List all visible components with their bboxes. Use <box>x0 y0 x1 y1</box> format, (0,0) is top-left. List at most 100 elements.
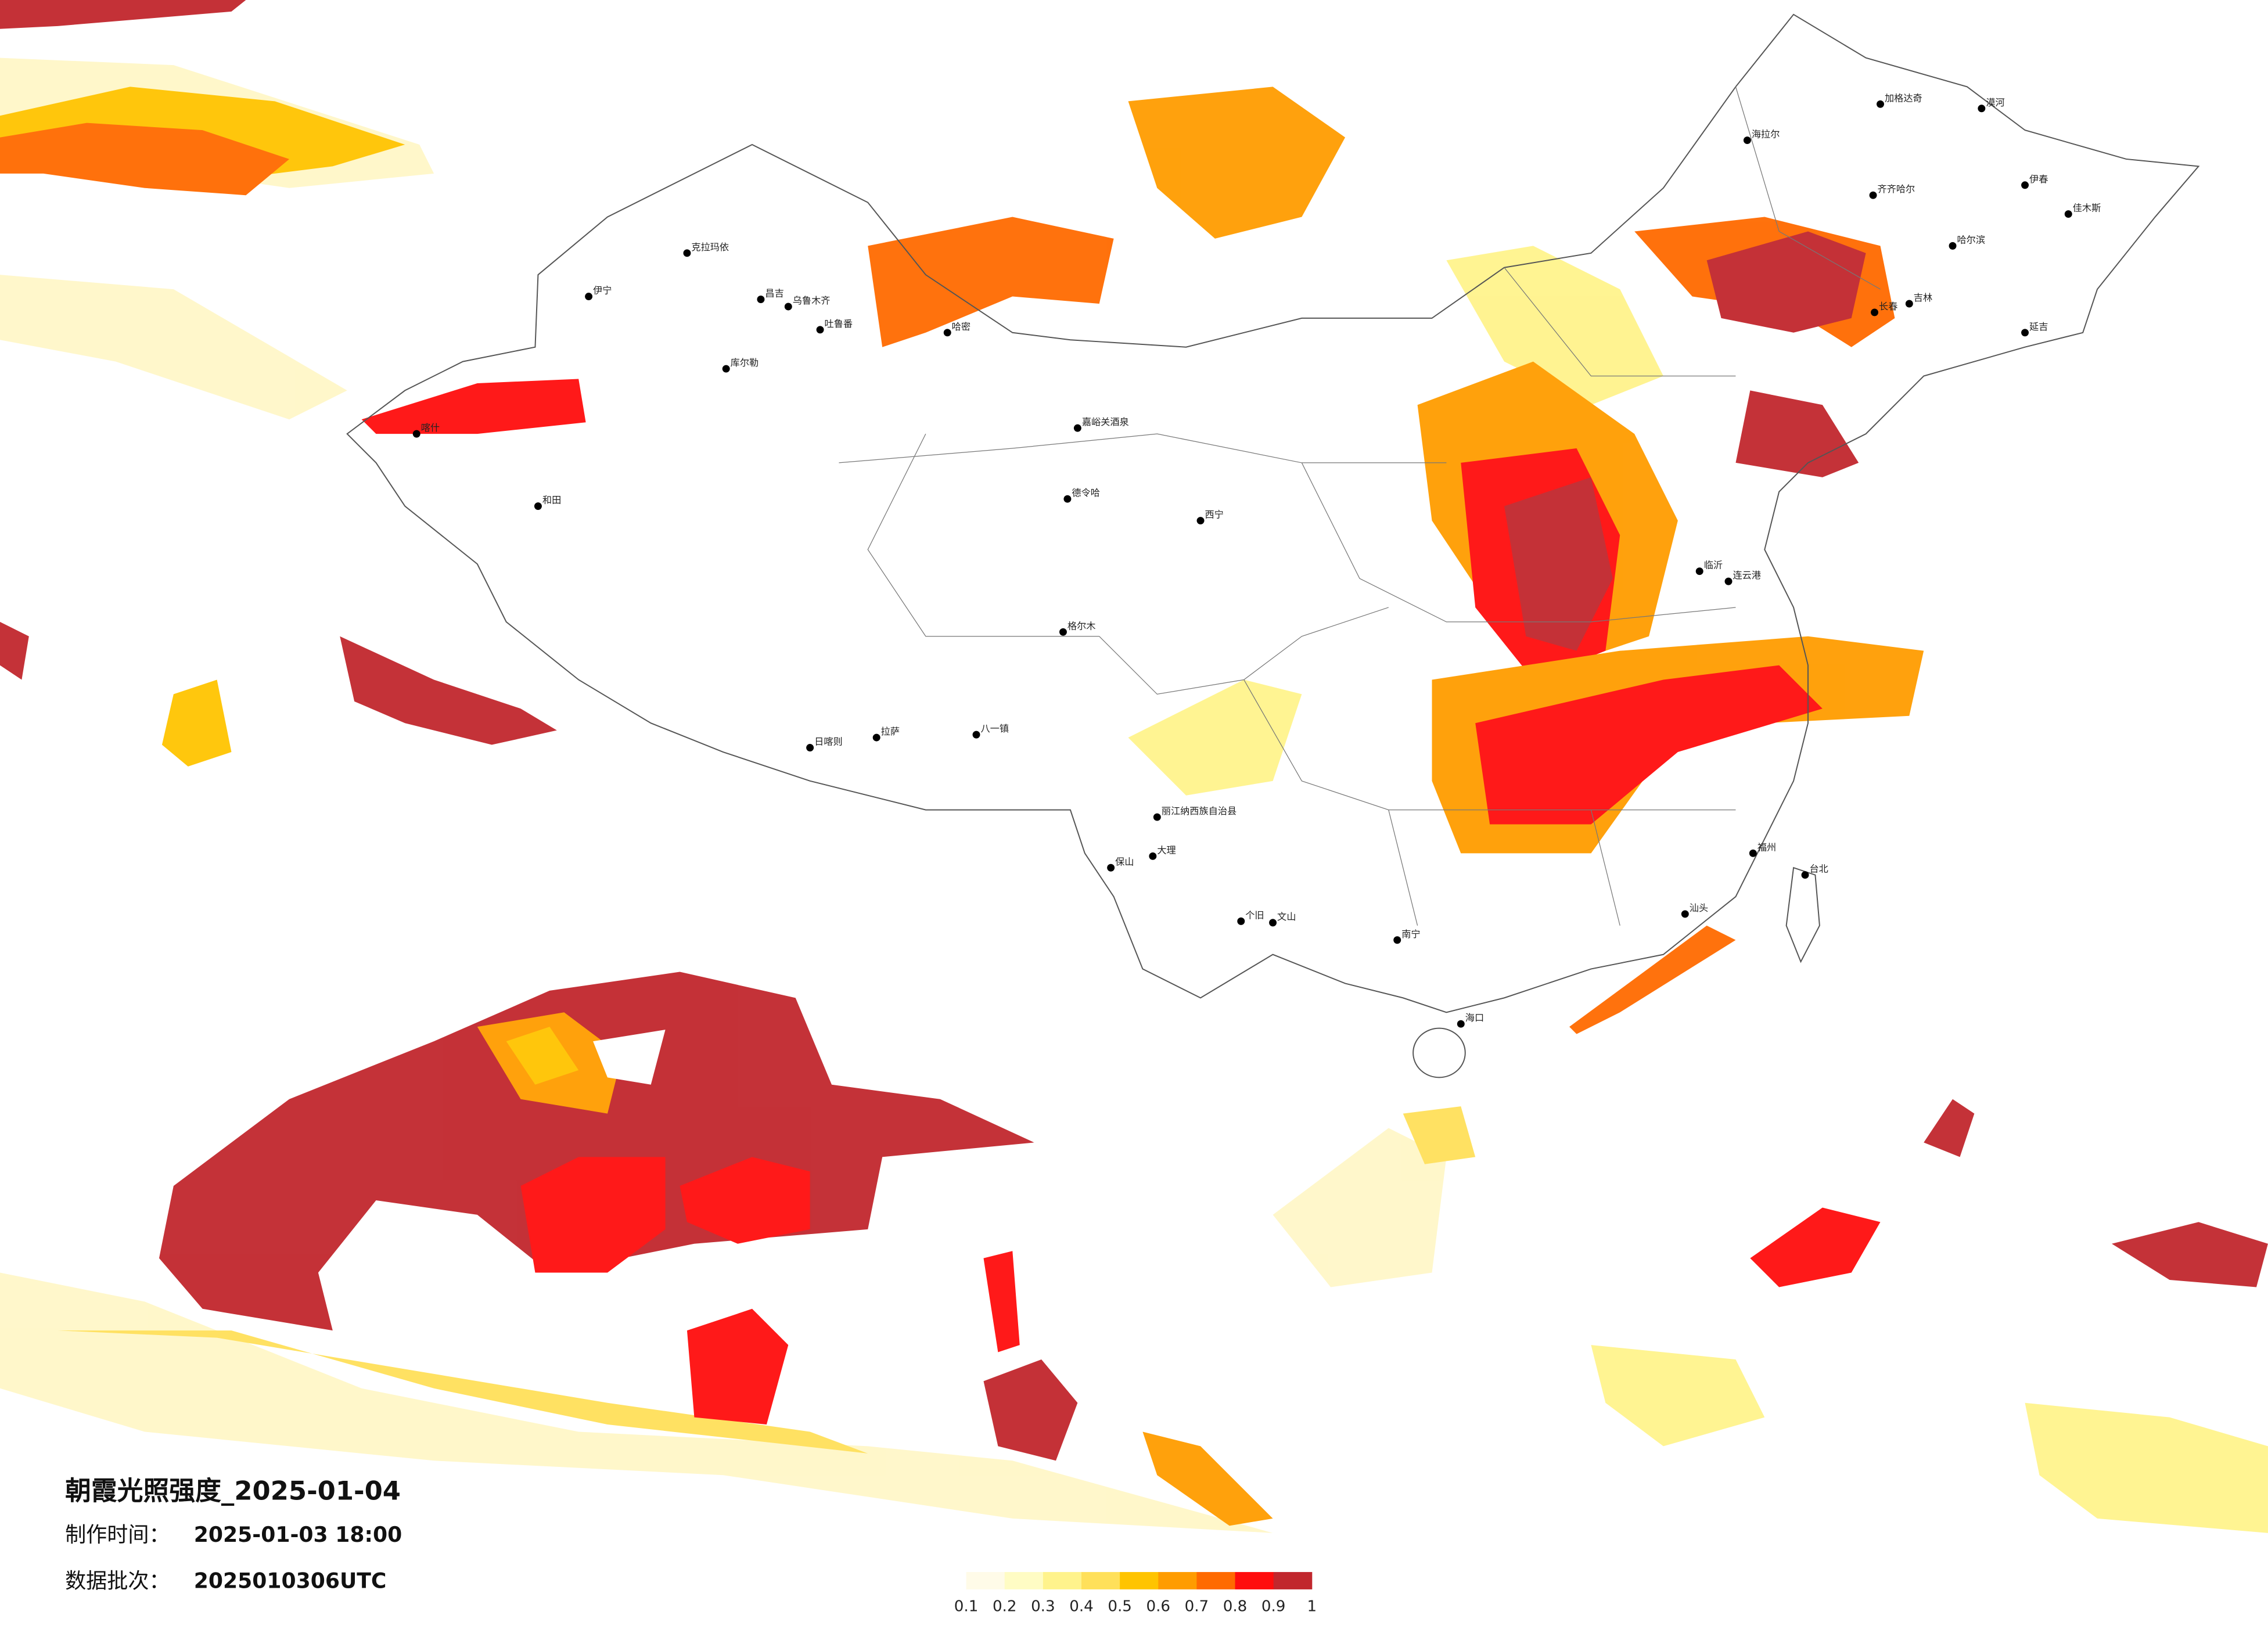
city-label: 八一镇 <box>980 723 1009 734</box>
city-label: 哈尔滨 <box>1957 234 1986 245</box>
city-label: 佳木斯 <box>2073 203 2101 214</box>
heat-blob <box>1128 87 1346 239</box>
city-dot <box>1869 191 1877 199</box>
info-value: 2025010306UTC <box>194 1568 387 1593</box>
heat-blob <box>161 679 232 767</box>
city-dot <box>1695 567 1703 575</box>
province-lines <box>839 87 1881 926</box>
legend-tick-label: 0.9 <box>1261 1598 1286 1615</box>
city-dot <box>943 329 951 337</box>
city-label: 南宁 <box>1401 929 1420 940</box>
city-dot <box>1196 517 1205 525</box>
legend-swatch <box>1120 1572 1159 1589</box>
city-dot <box>1237 917 1245 925</box>
legend-swatch <box>1043 1572 1082 1589</box>
city-dot <box>2064 210 2072 218</box>
heat-blob <box>0 123 290 196</box>
city-label: 克拉玛依 <box>691 242 729 253</box>
city-dot <box>1905 300 1913 308</box>
city-label: 库尔勒 <box>731 357 759 368</box>
legend-swatch <box>1004 1572 1044 1589</box>
city-dot <box>1073 424 1081 432</box>
legend-swatch <box>1158 1572 1197 1589</box>
heat-blob <box>1475 665 1823 825</box>
city-dot <box>784 303 792 311</box>
heat-blob <box>2111 1222 2268 1287</box>
heat-blob <box>1735 390 1859 477</box>
city-dot <box>1724 577 1733 585</box>
city-label: 延吉 <box>2029 321 2048 332</box>
legend-tick-label: 0.5 <box>1108 1598 1132 1615</box>
city-dot <box>534 502 542 510</box>
heat-blob <box>1706 231 1866 333</box>
heat-blob <box>520 1157 666 1273</box>
city-label: 连云港 <box>1733 570 1761 581</box>
legend-tick-label: 0.8 <box>1223 1598 1248 1615</box>
city-dot <box>1877 100 1884 108</box>
city-label: 昌吉 <box>765 288 783 299</box>
city-label: 个旧 <box>1245 909 1264 920</box>
city-label: 大理 <box>1157 844 1176 855</box>
legend-tick-label: 1 <box>1307 1598 1317 1615</box>
legend-swatch <box>1235 1572 1274 1589</box>
legend-swatch <box>1081 1572 1120 1589</box>
city-label: 伊宁 <box>593 285 612 296</box>
city-label: 临沂 <box>1704 560 1723 571</box>
city-dot <box>1059 628 1067 636</box>
heat-blob <box>1142 1431 1273 1526</box>
city-dot <box>816 326 824 334</box>
heat-blob <box>1750 1207 1881 1287</box>
info-value: 2025-01-03 18:00 <box>194 1522 402 1547</box>
heat-blob <box>983 1359 1078 1461</box>
city-dot <box>683 249 691 257</box>
city-dot <box>1871 308 1879 316</box>
heat-blob <box>1273 1128 1447 1287</box>
city-label: 格尔木 <box>1067 620 1096 631</box>
city-label: 保山 <box>1115 856 1134 867</box>
map-title: 朝霞光照强度_2025-01-04 <box>65 1476 401 1506</box>
heat-blob <box>1504 477 1613 651</box>
info-label: 制作时间： <box>65 1522 170 1547</box>
city-label: 丽江纳西族自治县 <box>1162 805 1237 816</box>
legend-tick-label: 0.6 <box>1146 1598 1170 1615</box>
city-dot <box>1063 495 1072 503</box>
country-outline <box>346 13 2200 1013</box>
legend-tick-label: 0.3 <box>1031 1598 1055 1615</box>
city-label: 加格达奇 <box>1885 92 1922 103</box>
city-dot <box>2021 181 2029 189</box>
city-dot <box>1107 864 1115 872</box>
heat-blob <box>0 621 29 680</box>
heat-blob <box>680 1157 810 1244</box>
city-dot <box>2021 329 2029 337</box>
heat-blob <box>506 1027 579 1085</box>
legend-tick-label: 0.7 <box>1185 1598 1209 1615</box>
island-taiwan <box>1785 866 1820 963</box>
city-dot <box>872 733 880 742</box>
heat-field <box>0 0 2268 1533</box>
city-label: 漠河 <box>1986 97 2004 108</box>
legend-tick-label: 0.2 <box>993 1598 1017 1615</box>
legend-swatch <box>1196 1572 1236 1589</box>
heat-blob <box>1128 679 1302 796</box>
city-dot <box>757 296 765 303</box>
legend: 0.1 0.2 0.3 0.4 0.5 0.6 0.7 0.8 0.9 1 <box>954 1572 1317 1615</box>
city-label: 海口 <box>1465 1012 1484 1023</box>
heat-blob <box>983 1251 1020 1352</box>
city-dot <box>1749 849 1757 857</box>
city-label: 拉萨 <box>881 726 900 737</box>
city-label: 乌鲁木齐 <box>793 295 831 306</box>
city-label: 长春 <box>1879 301 1897 312</box>
city-dot <box>1801 871 1809 879</box>
city-label: 嘉峪关酒泉 <box>1082 416 1129 427</box>
city-label: 哈密 <box>952 321 971 332</box>
city-label: 海拉尔 <box>1752 129 1780 140</box>
city-dot <box>1153 813 1161 821</box>
heat-blob <box>2025 1402 2268 1533</box>
heat-blob <box>0 1272 1273 1533</box>
city-label: 文山 <box>1277 911 1296 922</box>
heat-blob <box>868 217 1114 347</box>
